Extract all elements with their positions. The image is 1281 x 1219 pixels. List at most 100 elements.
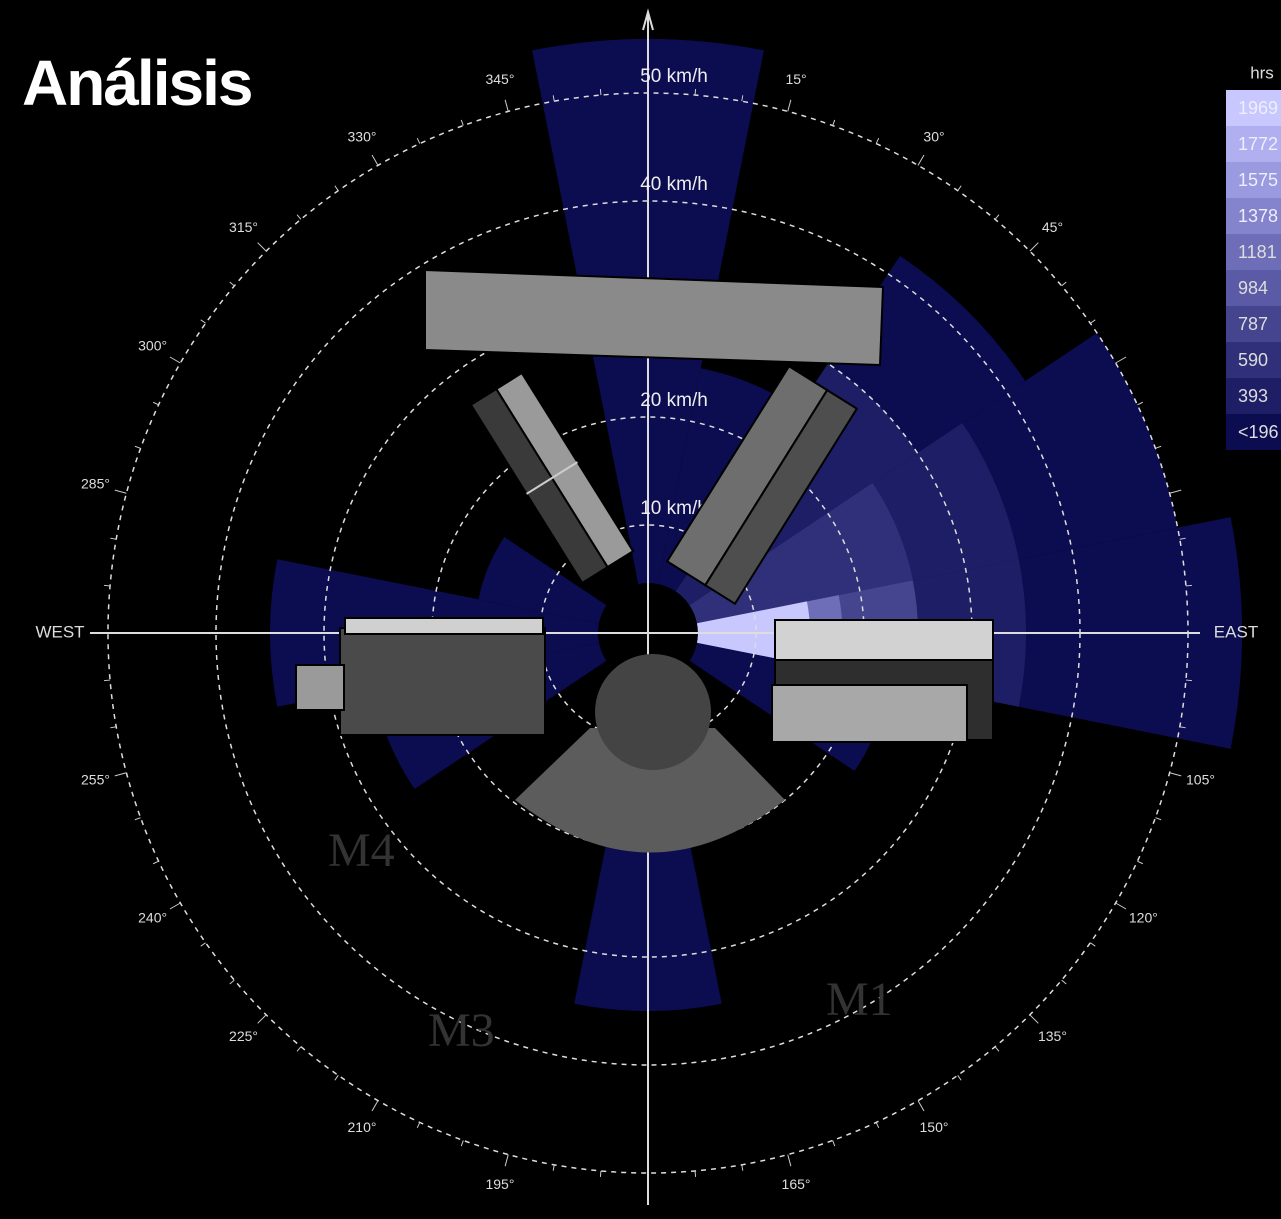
ring-tick <box>257 242 267 252</box>
ring-tick <box>1137 401 1144 406</box>
legend-swatch <box>1226 378 1281 414</box>
ring-tick <box>552 1164 555 1171</box>
ring-tick <box>994 1046 1000 1052</box>
ring-tick <box>504 99 509 112</box>
legend-swatch <box>1226 306 1281 342</box>
ring-tick <box>371 1100 379 1112</box>
ring-tick <box>200 319 206 324</box>
building <box>665 364 859 606</box>
angle-label: 285° <box>81 476 110 492</box>
building <box>344 617 544 635</box>
ring-tick <box>257 1014 267 1024</box>
ring-tick <box>104 679 111 682</box>
ring-label: 50 km/h <box>640 66 708 87</box>
angle-label: 240° <box>138 910 167 926</box>
legend-label: 1969 <box>1238 98 1278 118</box>
legend-label: 590 <box>1238 350 1268 370</box>
ring-tick <box>694 89 697 96</box>
plaza <box>515 728 785 853</box>
ring-tick <box>200 942 206 947</box>
legend: hrs 1969 1772 1575 1378 1181 984 787 590 393 <196 <box>1226 63 1281 450</box>
ring-tick <box>296 214 302 220</box>
legend-swatch <box>1226 126 1281 162</box>
ring-label: 20 km/h <box>640 390 708 411</box>
wind-sector <box>478 536 607 624</box>
angle-label: 210° <box>348 1119 377 1135</box>
ring-tick <box>875 137 880 144</box>
angle-label: 255° <box>81 772 110 788</box>
compass-label: EAST <box>1214 622 1258 641</box>
ring-tick <box>460 1140 464 1147</box>
building <box>295 664 345 711</box>
legend-swatch <box>1226 90 1281 126</box>
legend-label: 1181 <box>1238 242 1277 262</box>
legend-label: <196 <box>1238 422 1279 442</box>
ring-tick <box>371 154 379 166</box>
ring-tick <box>599 1170 602 1177</box>
legend-swatch <box>1226 342 1281 378</box>
title: Análisis <box>22 47 251 119</box>
legend-label: 1772 <box>1238 134 1278 154</box>
legend-label: 984 <box>1238 278 1268 298</box>
angle-label: 105° <box>1186 772 1215 788</box>
ring-tick <box>1155 445 1162 449</box>
legend-swatch <box>1226 198 1281 234</box>
ring-tick <box>1029 1014 1039 1024</box>
ring-tick <box>1061 979 1067 985</box>
ring-tick <box>152 401 159 406</box>
ring-tick <box>875 1122 880 1129</box>
ring-tick <box>787 99 792 112</box>
ring-tick <box>134 817 141 821</box>
ring-tick <box>1029 242 1039 252</box>
ring-tick <box>416 137 421 144</box>
ring-tick <box>229 979 235 985</box>
legend-label: 1378 <box>1238 206 1278 226</box>
ring-tick <box>787 1154 792 1167</box>
angle-label: 150° <box>920 1119 949 1135</box>
ring-tick <box>110 726 117 729</box>
building <box>339 627 546 736</box>
legend-title: hrs <box>1250 63 1274 82</box>
angle-label: 45° <box>1042 219 1063 235</box>
ring-tick <box>1179 726 1186 729</box>
zone-label: M1 <box>826 973 893 1026</box>
ring-tick <box>416 1122 421 1129</box>
ring-tick <box>104 584 111 587</box>
ring-tick <box>169 902 181 910</box>
ring-label: 10 km/h <box>640 498 708 519</box>
building <box>771 684 968 743</box>
angle-label: 300° <box>138 338 167 354</box>
ring-tick <box>504 1154 509 1167</box>
ring-tick <box>134 445 141 449</box>
ring-tick <box>957 1075 962 1081</box>
ring-tick <box>832 119 836 126</box>
angle-label: 30° <box>923 128 944 144</box>
ring-tick <box>1115 356 1127 364</box>
site-overlay <box>295 268 994 853</box>
ring-tick <box>917 1100 925 1112</box>
ring-label: 40 km/h <box>640 174 708 195</box>
ring-tick <box>957 185 962 191</box>
ring-tick <box>229 281 235 287</box>
ring-tick <box>1179 537 1186 540</box>
building <box>774 619 994 666</box>
ring-tick <box>917 154 925 166</box>
legend-label: 1575 <box>1238 170 1278 190</box>
ring-tick <box>460 119 464 126</box>
legend-label: 787 <box>1238 314 1268 334</box>
zone-label: M3 <box>428 1004 495 1057</box>
angle-label: 15° <box>785 71 806 87</box>
ring-tick <box>741 95 744 102</box>
ring-tick <box>334 185 339 191</box>
tower <box>595 654 711 770</box>
angle-label: 345° <box>485 71 514 87</box>
ring-tick <box>552 95 555 102</box>
legend-swatch <box>1226 162 1281 198</box>
angle-label: 195° <box>485 1176 514 1192</box>
ring-tick <box>599 89 602 96</box>
angle-label: 135° <box>1038 1028 1067 1044</box>
legend-swatch <box>1226 270 1281 306</box>
ring-tick <box>1090 942 1096 947</box>
north-arrow <box>642 8 654 31</box>
building <box>424 268 885 367</box>
